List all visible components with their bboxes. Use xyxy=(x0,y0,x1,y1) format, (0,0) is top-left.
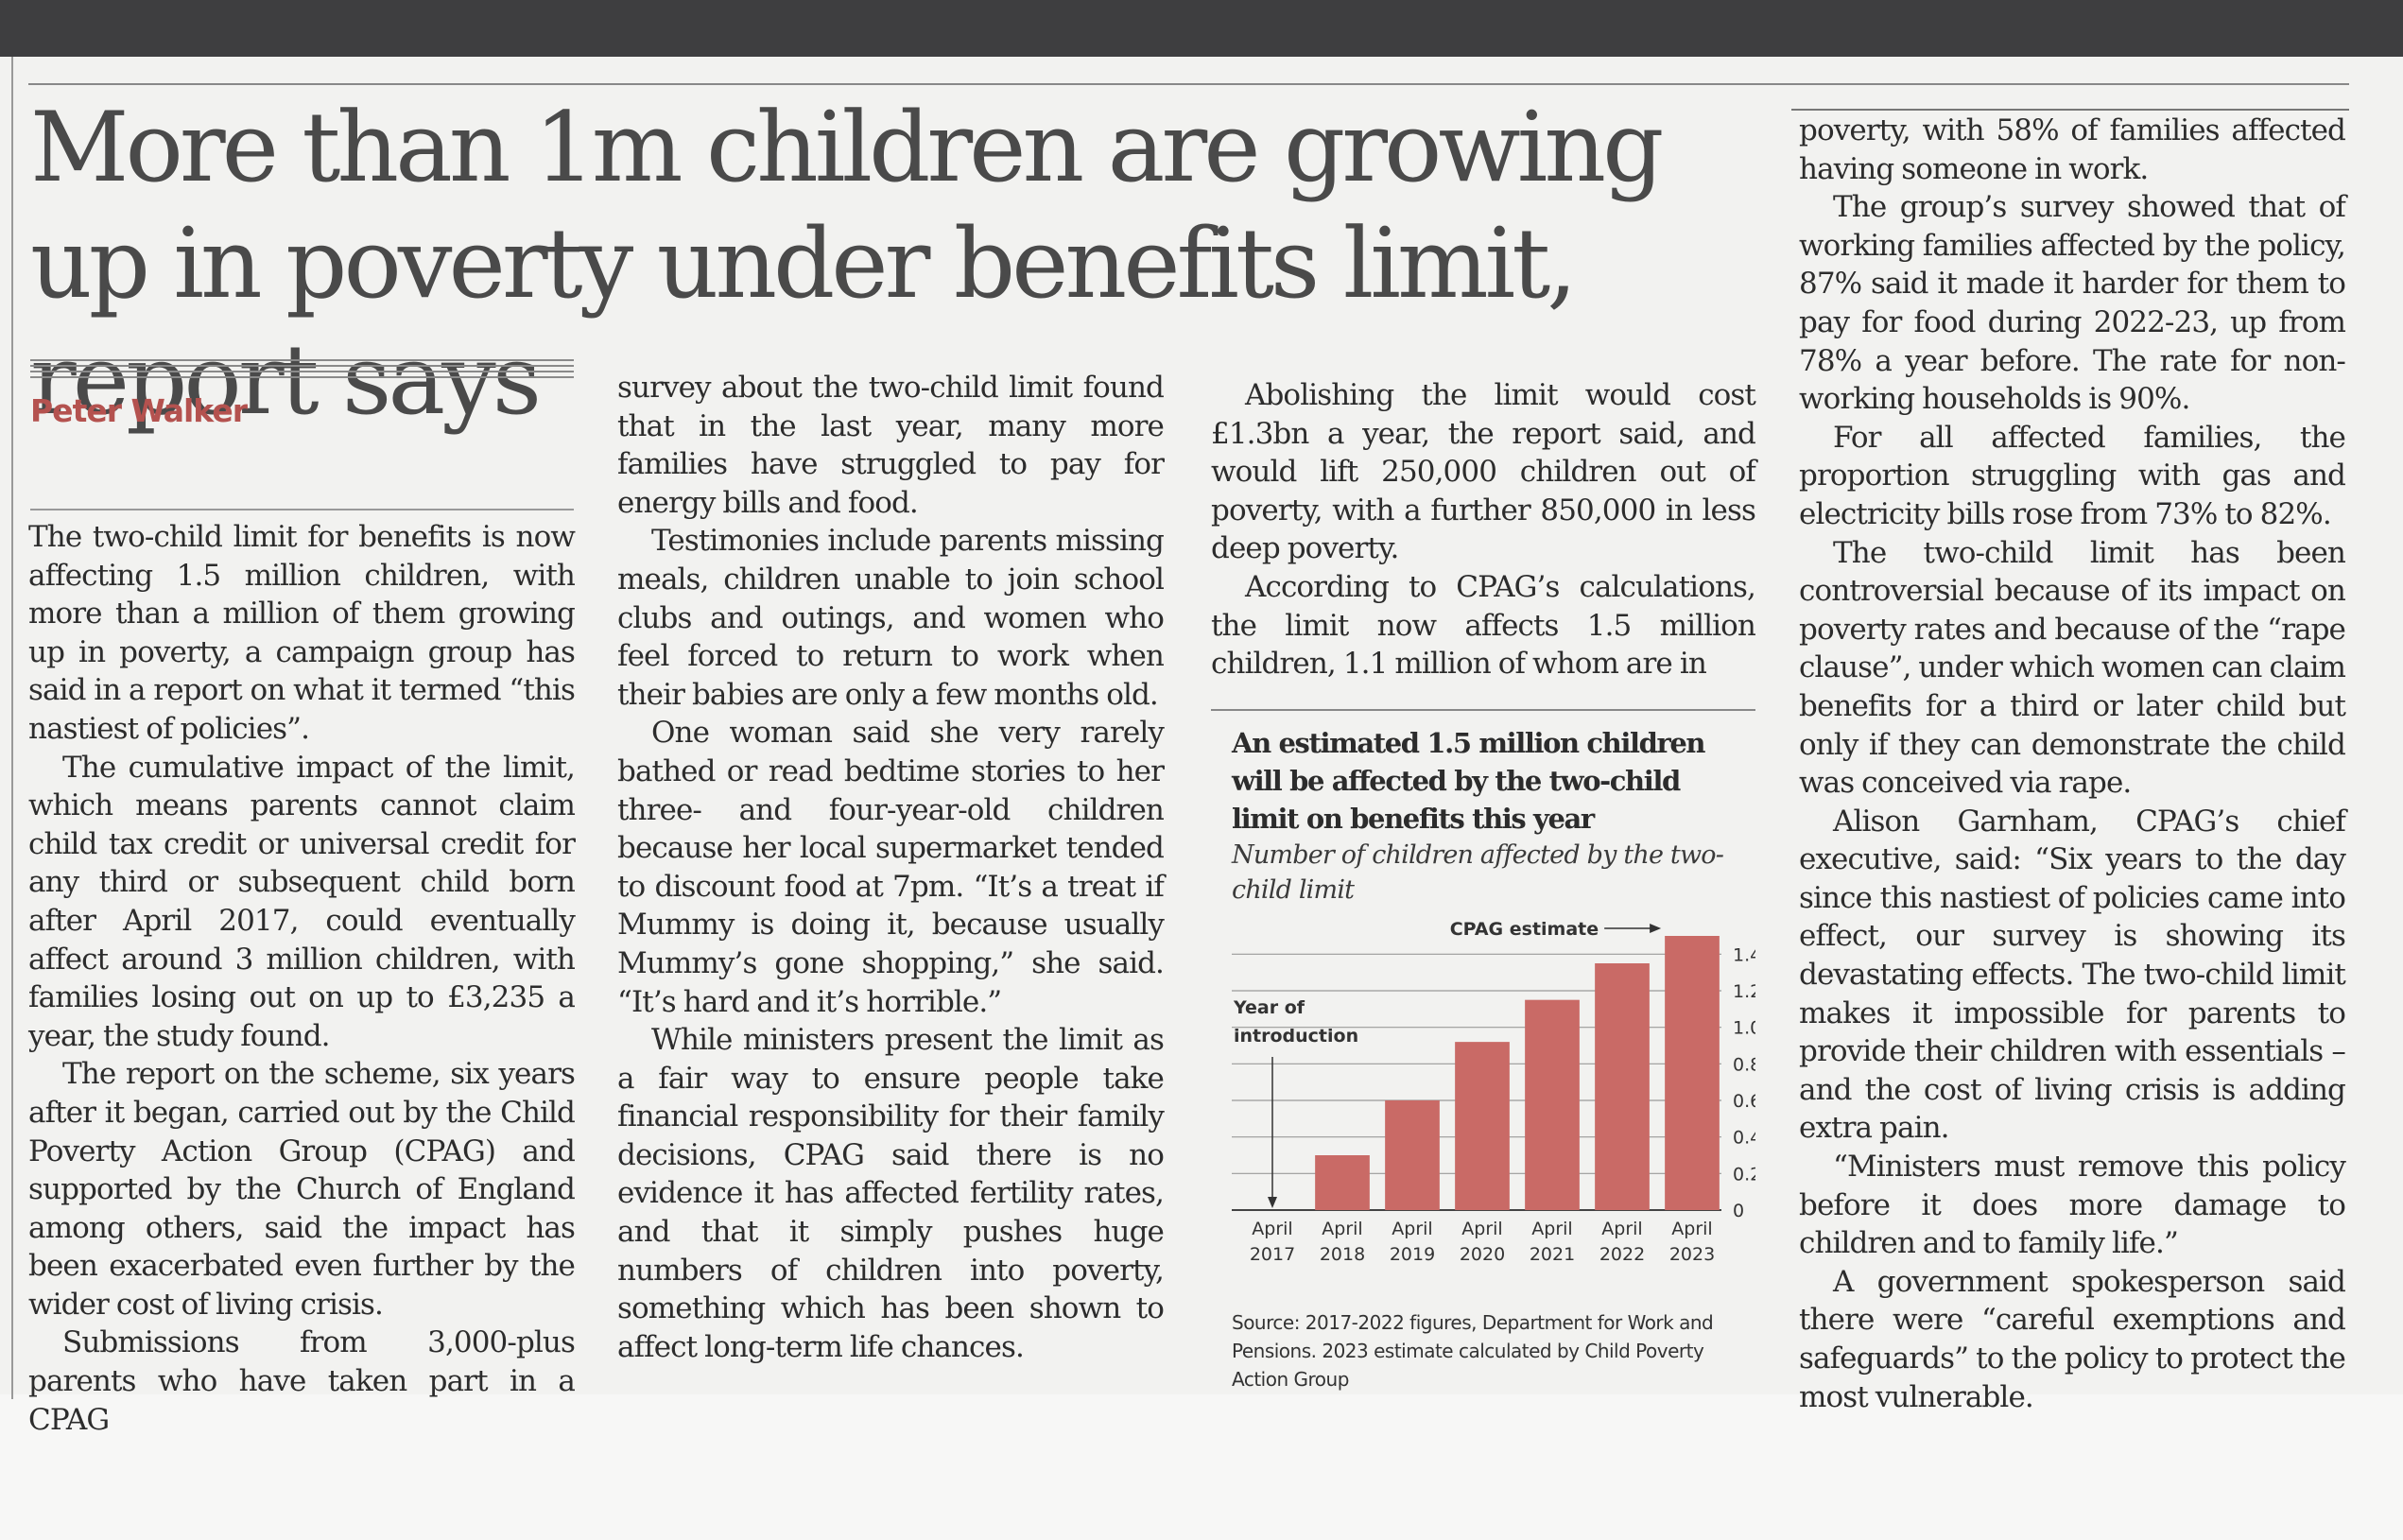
y-tick-label: 0 xyxy=(1733,1201,1744,1221)
chart-source: Source: 2017-2022 figures, Department fo… xyxy=(1232,1311,1714,1391)
headline: More than 1m children are growing up in … xyxy=(30,92,1664,437)
x-tick-label: April 2020 xyxy=(1460,1219,1505,1265)
annotation-arrowhead xyxy=(1650,924,1662,933)
chart-subtitle: Number of children affected by the two-c… xyxy=(1232,840,1724,905)
column-top-rule xyxy=(1791,109,2349,111)
page-left-edge xyxy=(11,57,13,1399)
y-tick-label: 0.8 xyxy=(1733,1054,1755,1075)
chart-top-rule xyxy=(1211,709,1755,711)
bar xyxy=(1665,936,1720,1210)
y-tick-label: 0.2 xyxy=(1733,1164,1755,1185)
bar xyxy=(1595,963,1650,1210)
chart-title: An estimated 1.5 million children will b… xyxy=(1232,727,1705,835)
paragraph: The two-child limit for benefits is now … xyxy=(28,520,576,746)
paragraph: Testimonies include parents missing meal… xyxy=(617,524,1165,712)
annotation-arrowhead xyxy=(1268,1197,1277,1208)
paragraph: While ministers present the limit as a f… xyxy=(617,1023,1165,1364)
x-tick-label: April 2017 xyxy=(1250,1219,1295,1265)
article-column-4: poverty, with 58% of families affected h… xyxy=(1799,112,2346,1416)
paragraph: A government spokesperson said there wer… xyxy=(1799,1264,2346,1414)
paragraph: “Ministers must remove this policy befor… xyxy=(1799,1150,2346,1261)
bar xyxy=(1525,999,1580,1210)
annotation-year-of-introduction: Year of introduction xyxy=(1233,997,1358,1047)
top-dark-band xyxy=(0,0,2403,57)
paragraph: One woman said she very rarely bathed or… xyxy=(617,716,1165,1019)
byline: Peter Walker xyxy=(30,392,248,429)
y-tick-label: 0.4 xyxy=(1733,1128,1755,1149)
paragraph: The report on the scheme, six years afte… xyxy=(28,1057,576,1322)
paragraph: According to CPAG’s calculations, the li… xyxy=(1211,569,1756,682)
paragraph: The two-child limit has been controversi… xyxy=(1799,535,2346,801)
paragraph: Alison Garnham, CPAG’s chief executive, … xyxy=(1799,804,2346,1146)
paragraph: survey about the two-child limit found t… xyxy=(617,371,1165,520)
bar xyxy=(1385,1100,1440,1210)
paragraph: The group’s survey showed that of workin… xyxy=(1799,190,2346,417)
paragraph: Abolishing the limit would cost £1.3bn a… xyxy=(1211,378,1756,566)
y-tick-label: 1.2 xyxy=(1733,981,1755,1002)
y-tick-label: 1.0 xyxy=(1733,1018,1755,1039)
byline-divider xyxy=(30,509,574,510)
x-tick-label: April 2023 xyxy=(1669,1219,1715,1265)
x-tick-label: April 2018 xyxy=(1320,1219,1365,1265)
x-tick-label: April 2019 xyxy=(1390,1219,1435,1265)
lower-blank-band xyxy=(0,1394,2403,1540)
bar xyxy=(1455,1042,1510,1210)
x-tick-label: April 2022 xyxy=(1599,1219,1645,1265)
paragraph: The cumulative impact of the limit, whic… xyxy=(28,750,576,1053)
x-tick-label: April 2021 xyxy=(1530,1219,1575,1265)
bar xyxy=(1315,1155,1370,1210)
annotation-cpag-estimate: CPAG estimate xyxy=(1450,919,1599,940)
article-column-2: survey about the two-child limit found t… xyxy=(617,369,1165,1366)
top-rule xyxy=(28,83,2349,85)
article-column-3: Abolishing the limit would cost £1.3bn a… xyxy=(1211,376,1756,683)
byline-rules xyxy=(30,359,574,382)
paragraph: poverty, with 58% of families affected h… xyxy=(1799,113,2346,186)
paragraph: Submissions from 3,000-plus parents who … xyxy=(28,1325,576,1437)
chart-panel: An estimated 1.5 million children will b… xyxy=(1211,709,1755,1404)
y-tick-label: 1.4m xyxy=(1733,944,1755,965)
y-tick-label: 0.6 xyxy=(1733,1091,1755,1112)
paragraph: For all affected families, the proportio… xyxy=(1799,420,2346,531)
article-column-1: The two-child limit for benefits is now … xyxy=(28,518,576,1439)
